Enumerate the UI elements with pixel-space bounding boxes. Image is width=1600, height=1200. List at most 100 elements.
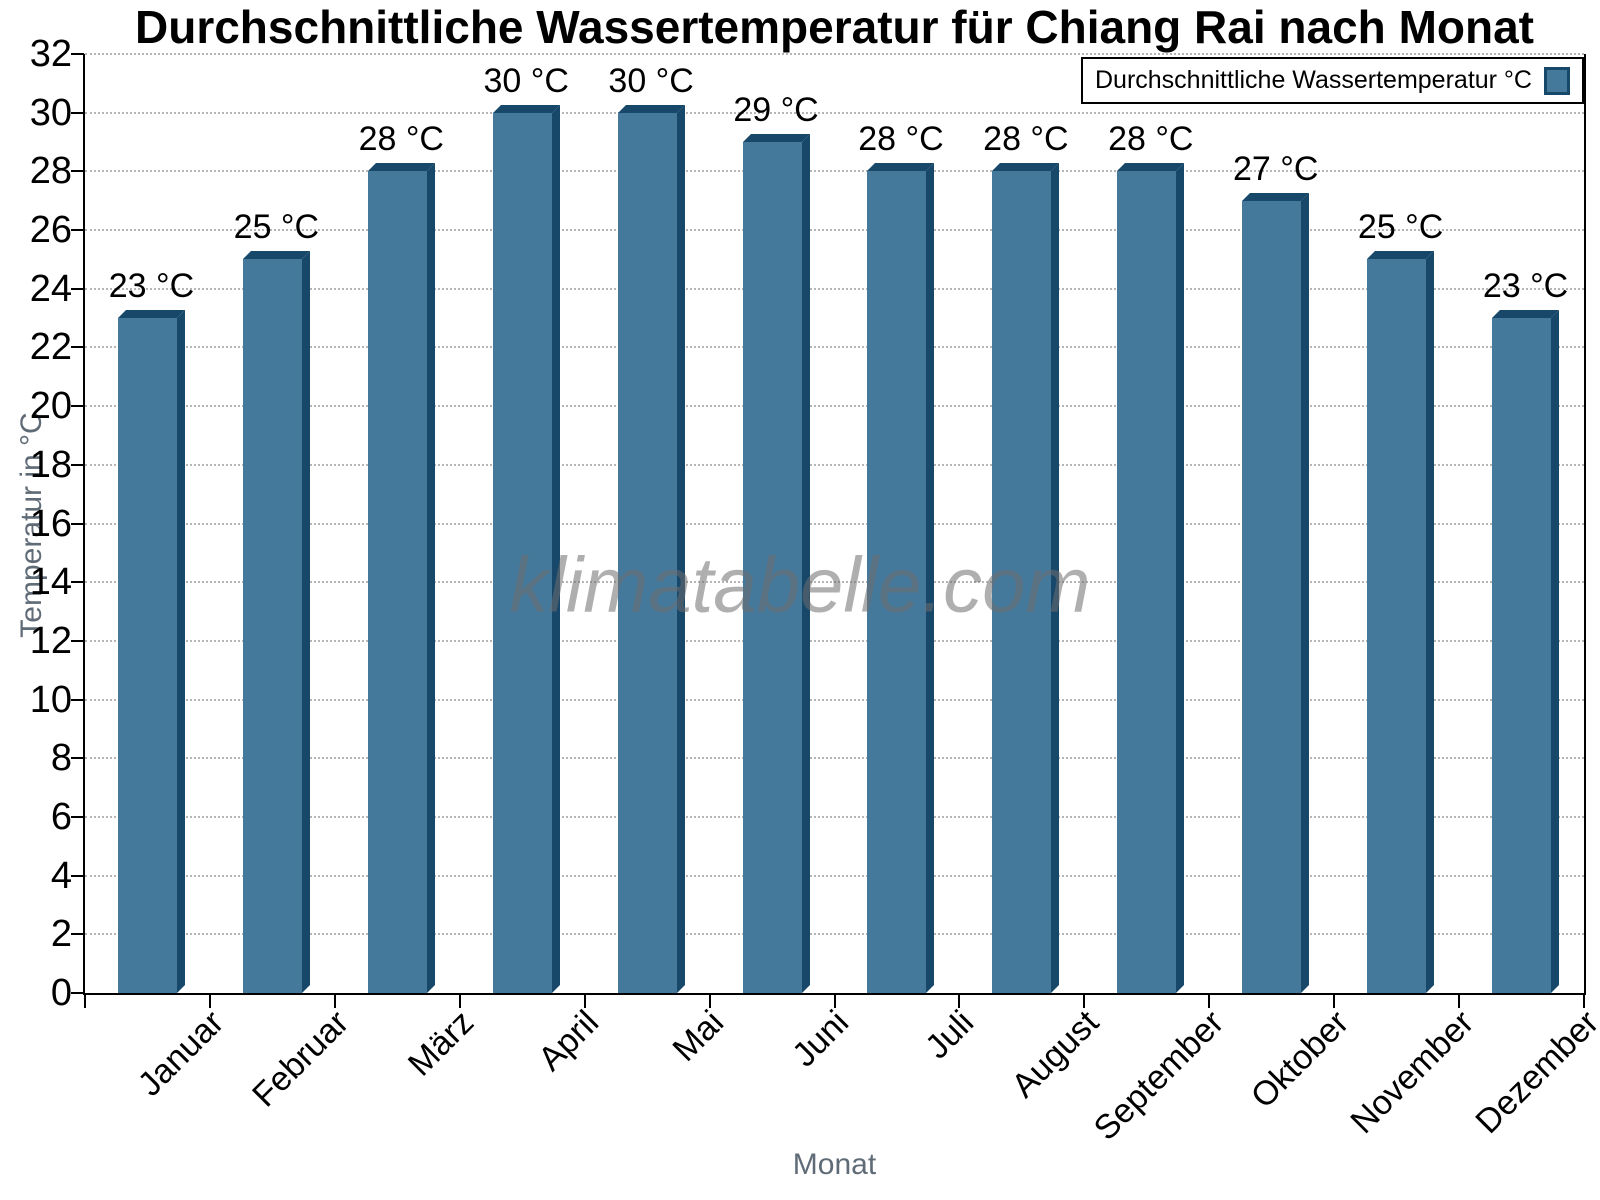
bar-märz [367,163,435,993]
bar-august [992,163,1060,993]
bar-face [742,142,802,993]
bar-value-label: 25 °C [1357,208,1444,247]
y-tick-label: 22 [29,326,72,369]
x-axis-title: Monat [792,1148,877,1181]
x-tick [1083,995,1086,1008]
gridline [85,581,1584,584]
bar-face [1242,200,1302,993]
bar-juli [867,163,935,993]
y-tick [71,463,84,466]
bar-februar [242,251,310,993]
gridline [85,405,1584,408]
y-tick-label: 6 [50,795,72,838]
x-tick [458,995,461,1008]
y-tick [71,522,84,525]
bar-top-face [242,251,310,260]
bar-value-label: 25 °C [233,208,320,247]
bar-face [617,112,677,993]
bar-face [1367,259,1427,993]
bar-oktober [1242,192,1310,993]
plot-right-border [1584,54,1586,995]
gridline [85,874,1584,877]
gridline [85,170,1584,173]
legend-label: Durchschnittliche Wassertemperatur °C [1095,66,1532,94]
bar-value-label: 23 °C [1482,267,1569,306]
x-tick [958,995,961,1008]
bar-face [1117,171,1177,993]
y-tick [71,992,84,994]
bar-side-face [1301,192,1310,993]
y-tick-label: 2 [50,913,72,956]
bar-side-face [426,163,435,993]
y-tick-label: 10 [29,678,72,721]
y-tick-label: 14 [29,561,72,604]
bar-value-label: 29 °C [733,91,819,130]
gridline [85,53,1584,55]
bar-side-face [1426,251,1435,993]
bar-value-label: 28 °C [358,120,444,159]
y-tick [71,53,84,55]
x-tick [84,995,86,1008]
gridline [85,522,1584,525]
x-tick [583,995,586,1008]
y-tick [71,874,84,877]
gridline [85,933,1584,936]
y-tick [71,170,84,173]
y-tick [71,229,84,232]
bar-side-face [1551,310,1560,993]
legend-swatch-icon [1544,66,1570,95]
bar-side-face [301,251,310,993]
plot-area: 23 °C 25 °C 28 °C 30 °C 30 °C 29 °C 28 °C 28 °C… [85,53,1584,993]
bar-value-label: 28 °C [1108,120,1194,159]
bar-face [367,171,427,993]
y-tick-label: 20 [29,385,72,428]
x-tick [1208,995,1211,1008]
bar-juni [742,134,810,993]
y-tick [71,287,84,290]
bar-top-face [367,163,435,172]
x-tick [208,995,211,1008]
bar-face [867,171,927,993]
bar-top-face [1367,251,1435,260]
gridline [85,346,1584,349]
x-tick [708,995,711,1008]
gridline [85,815,1584,818]
x-tick [1333,995,1336,1008]
bar-top-face [492,104,560,113]
bar-november [1367,251,1435,993]
y-tick-label: 4 [50,854,72,897]
x-tick [1458,995,1461,1008]
bar-face [992,171,1052,993]
bar-value-label: 28 °C [858,120,944,159]
y-tick [71,933,84,936]
y-tick [71,698,84,701]
y-tick-label: 30 [29,91,72,134]
gridline [85,463,1584,466]
bar-top-face [867,163,935,172]
bar-april [492,104,560,993]
chart-title: Durchschnittliche Wassertemperatur für C… [135,1,1534,53]
bar-september [1117,163,1185,993]
bar-top-face [1492,310,1560,319]
gridline [85,287,1584,290]
bar-mai [617,104,685,993]
bar-top-face [117,310,185,319]
y-tick [71,757,84,760]
bar-face [1492,318,1552,993]
gridline [85,229,1584,232]
gridline [85,698,1584,701]
bar-value-label: 27 °C [1232,149,1319,188]
bar-face [117,318,177,993]
legend: Durchschnittliche Wassertemperatur °C [1081,57,1584,104]
gridline [85,111,1584,114]
x-tick [333,995,336,1008]
y-tick-label: 26 [29,209,72,252]
y-tick-label: 16 [29,502,72,545]
bar-face [492,112,552,993]
bar-value-label: 30 °C [608,61,694,100]
y-tick-label: 24 [29,267,72,310]
y-tick-label: 28 [29,150,72,193]
y-tick [71,111,84,114]
y-tick [71,581,84,584]
